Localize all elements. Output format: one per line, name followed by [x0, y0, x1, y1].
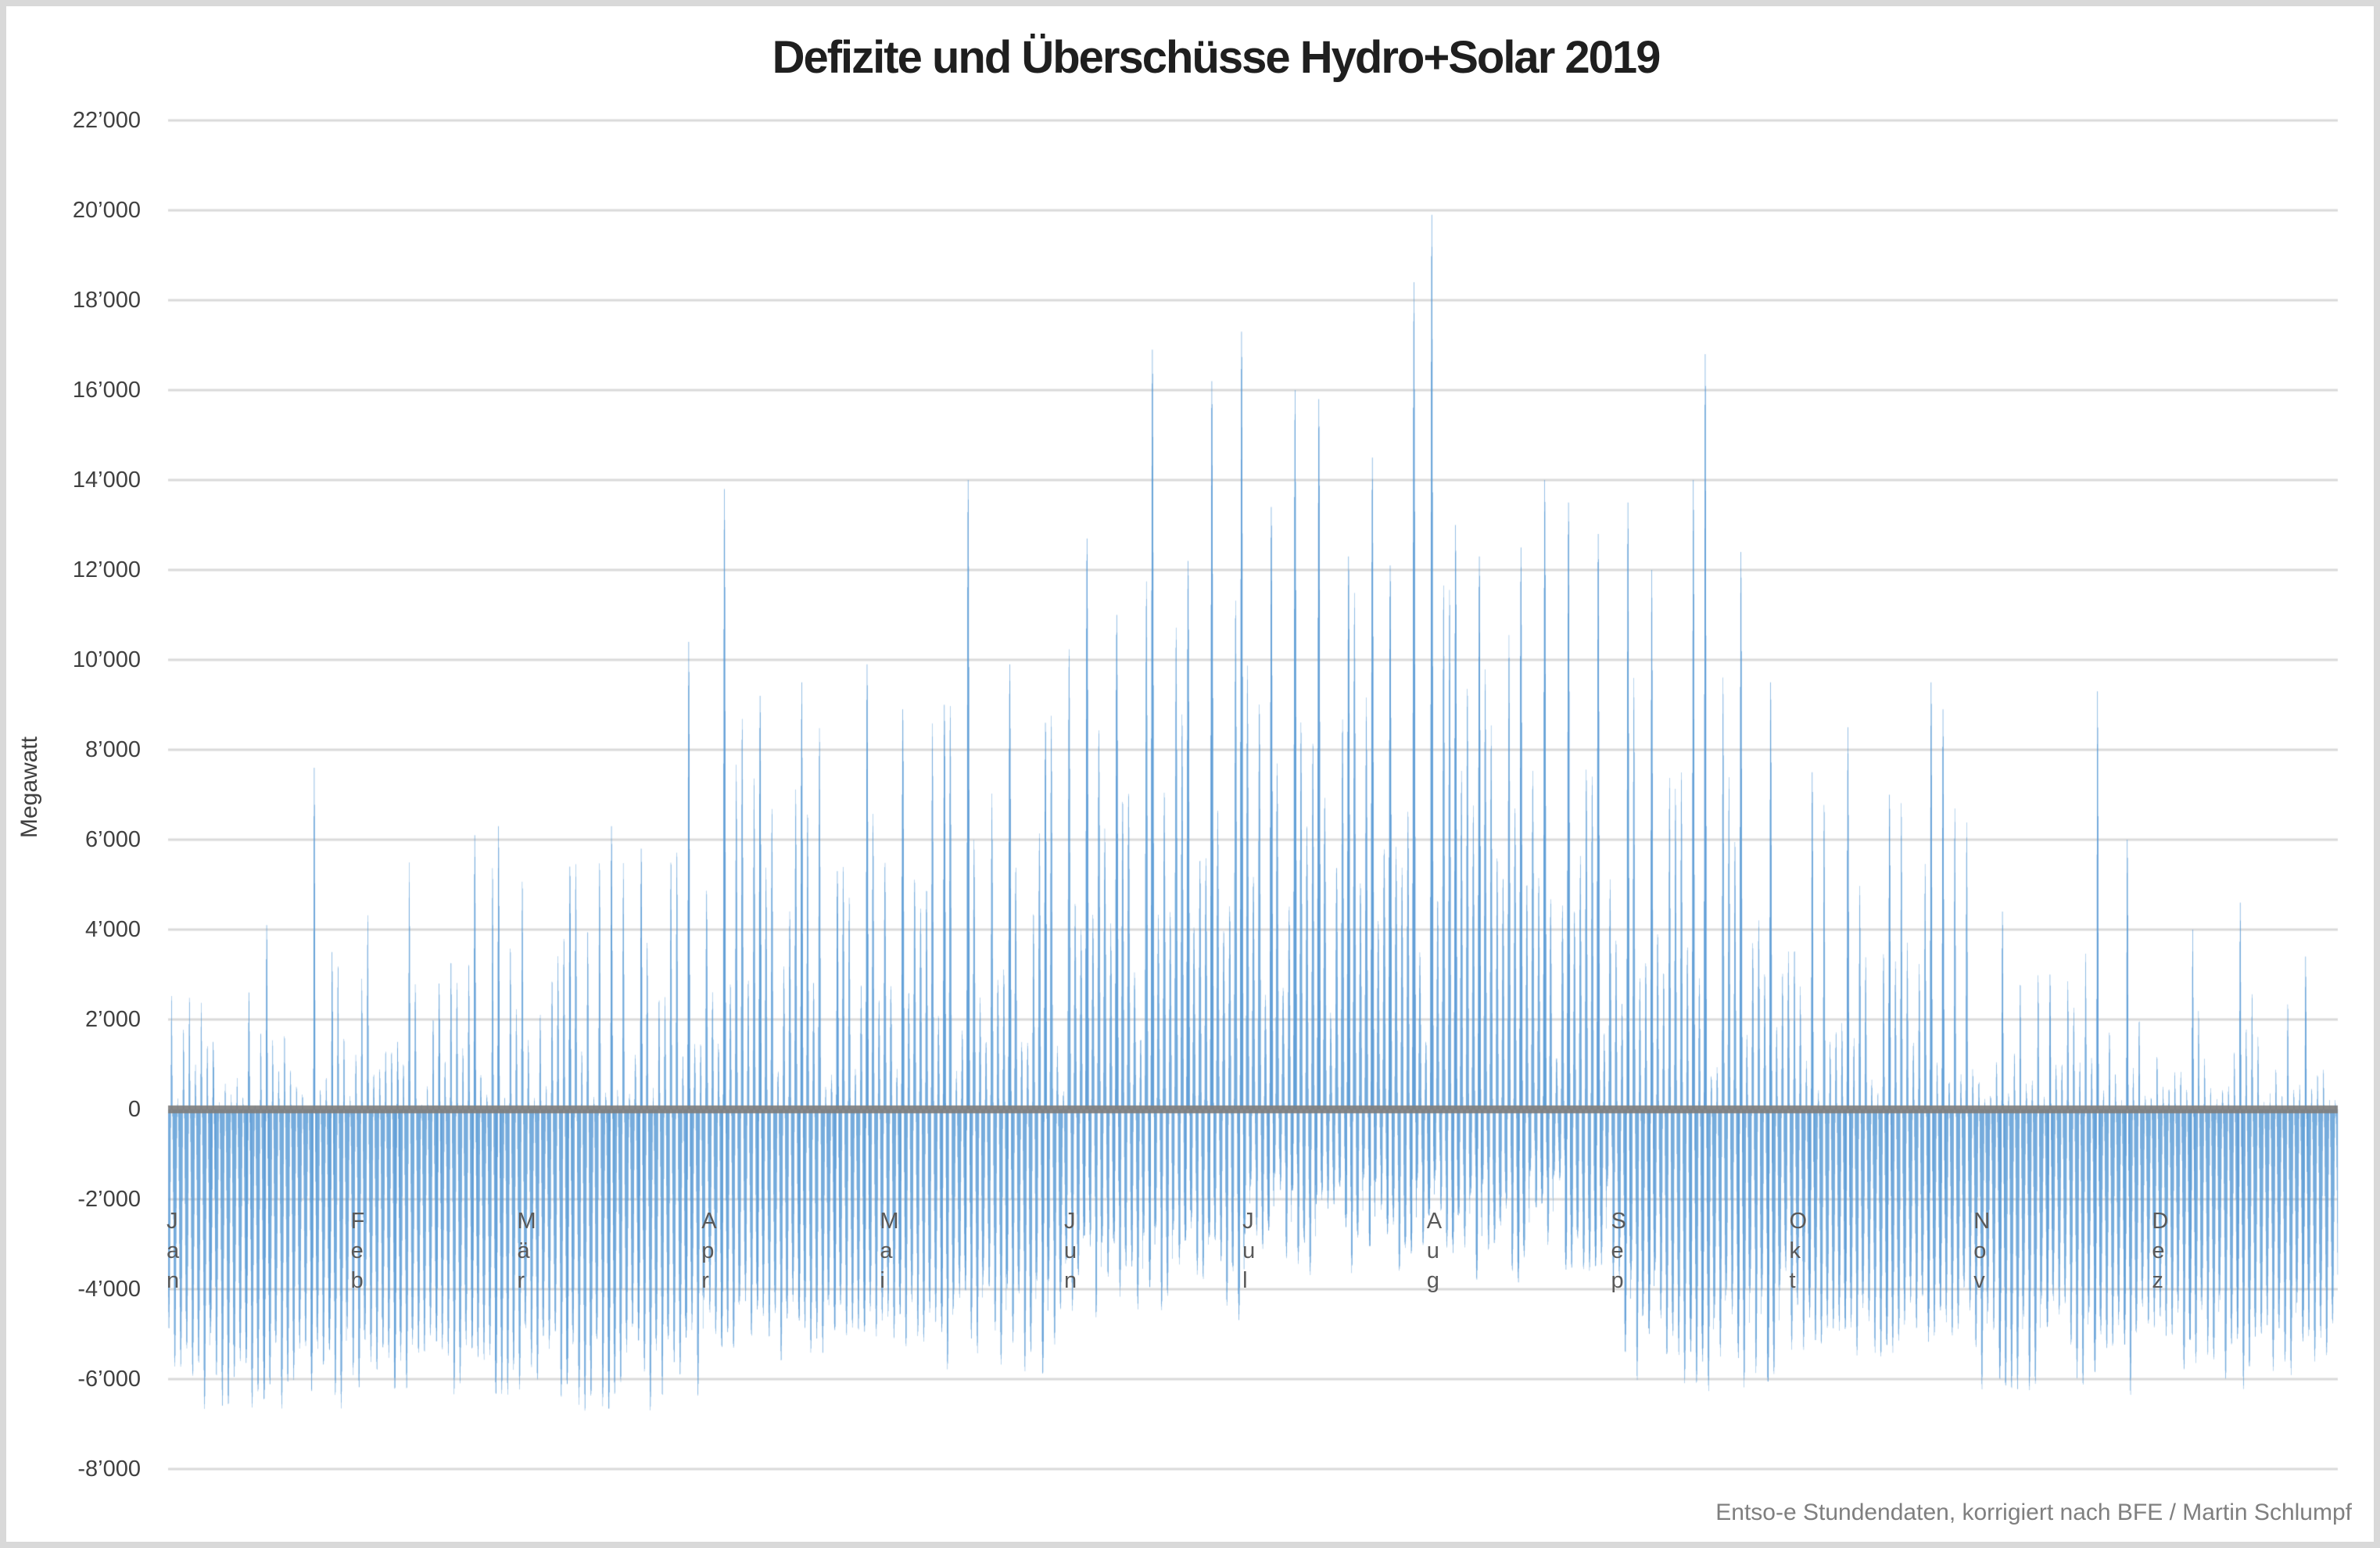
- month-label: J a n: [167, 1209, 180, 1293]
- y-axis-tick-label: 22’000: [72, 108, 141, 133]
- month-label: N o v: [1973, 1209, 1991, 1293]
- month-label: S e p: [1611, 1209, 1626, 1293]
- month-label: J u l: [1242, 1209, 1256, 1293]
- y-axis-tick-label: 12’000: [72, 557, 141, 582]
- month-label: D e z: [2152, 1209, 2169, 1293]
- chart-title: Defizite und Überschüsse Hydro+Solar 201…: [772, 32, 1661, 83]
- month-label: M a i: [880, 1209, 899, 1293]
- y-axis-tick-label: 16’000: [72, 378, 141, 403]
- y-axis-tick-label: -6’000: [77, 1367, 141, 1392]
- y-axis-tick-label: -8’000: [77, 1457, 141, 1482]
- y-axis-tick-label: 6’000: [85, 827, 141, 852]
- y-axis-tick-label: -2’000: [77, 1187, 141, 1212]
- month-label: M ä r: [517, 1209, 536, 1293]
- month-label: F e b: [350, 1209, 365, 1293]
- y-axis-tick-label: 14’000: [72, 468, 141, 493]
- y-axis-tick-label: 0: [127, 1097, 141, 1122]
- y-axis-tick-label: 4’000: [85, 917, 141, 942]
- y-axis-tick-label: 2’000: [85, 1007, 141, 1032]
- month-label: A p r: [701, 1209, 717, 1293]
- y-axis-tick-label: 18’000: [72, 288, 141, 313]
- month-label: J u n: [1064, 1209, 1077, 1293]
- y-axis-tick-label: 20’000: [72, 198, 141, 223]
- y-axis-tick-label: -4’000: [77, 1277, 141, 1302]
- y-axis-tick-label: 10’000: [72, 647, 141, 672]
- month-label: A u g: [1426, 1209, 1443, 1293]
- source-note: Entso-e Stundendaten, korrigiert nach BF…: [1715, 1500, 2352, 1525]
- month-label: O k t: [1789, 1209, 1808, 1293]
- y-axis-tick-label: 8’000: [85, 737, 141, 762]
